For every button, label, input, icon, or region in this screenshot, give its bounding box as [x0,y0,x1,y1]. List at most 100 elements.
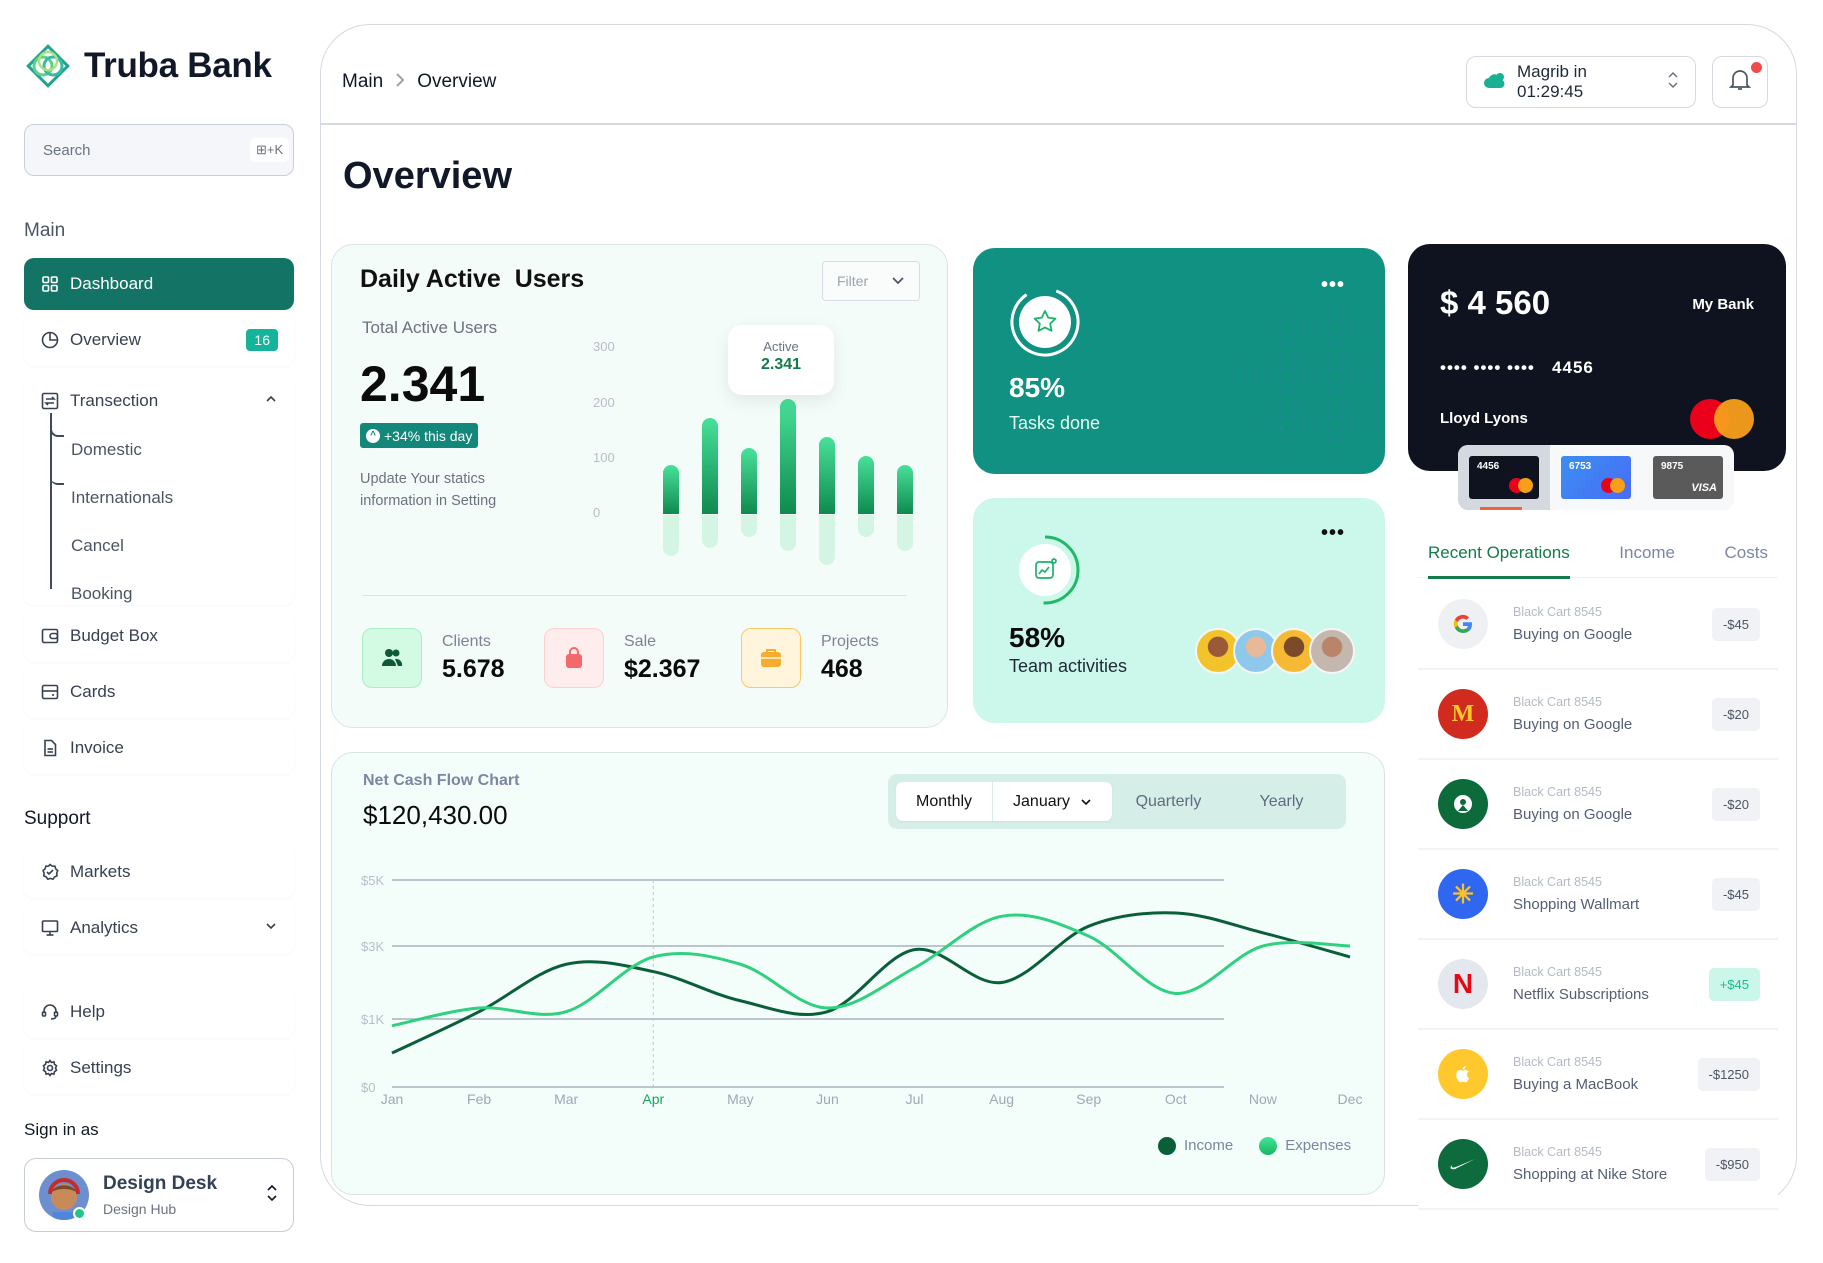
sidebar-subitem-booking[interactable]: Booking [71,584,133,603]
operation-row[interactable]: N Black Cart 8545 Netflix Subscriptions +$4… [1418,940,1778,1030]
chevron-right-icon [395,70,405,93]
filter-dropdown[interactable]: Filter [822,261,920,301]
operation-title: Buying a MacBook [1513,1076,1639,1093]
mini-card-slot[interactable]: 9875 VISA [1642,445,1734,510]
bar[interactable] [897,464,913,514]
y-axis-label: $3K [361,939,384,954]
stat-value: 5.678 [442,654,505,683]
mastercard-icon [1690,399,1754,439]
chevron-updown-icon [1667,71,1679,94]
arrow-up-icon: ^ [366,428,380,443]
stat-label: Sale [624,632,657,650]
team-avatars[interactable] [1195,628,1355,674]
bar[interactable] [741,448,757,514]
month-dropdown[interactable]: January [993,782,1112,821]
sidebar-item-label: Settings [70,1058,132,1077]
bar[interactable] [858,456,874,514]
more-options-icon[interactable]: ••• [1320,274,1345,296]
card-number-masked: •••• •••• •••• [1440,358,1535,377]
stat-clients: Clients 5.678 [362,628,505,688]
profile-name: Design Desk [103,1173,218,1194]
sidebar-subitem-domestic[interactable]: Domestic [71,440,142,459]
operation-row[interactable]: Black Cart 8545 Buying a MacBook -$1250 [1418,1030,1778,1120]
sidebar-item-dashboard[interactable]: Dashboard [24,258,294,310]
sign-in-label: Sign in as [24,1120,99,1139]
netflix-logo-icon: N [1438,959,1488,1009]
x-axis-label: Aug [989,1091,1014,1107]
analytics-icon [1035,558,1057,579]
x-axis-label: Sep [1076,1091,1101,1107]
search-box[interactable]: ⊞+K [24,124,294,176]
chevron-up-icon[interactable] [264,391,278,411]
sidebar-item-analytics[interactable]: Analytics [24,902,294,954]
sidebar-item-transection[interactable]: Transection [24,375,294,427]
breadcrumb-main[interactable]: Main [342,70,384,92]
bar[interactable] [819,437,835,514]
sidebar-item-cards[interactable]: Cards [24,666,294,718]
operation-amount: -$45 [1711,607,1760,641]
mini-card-slot[interactable]: 4456 [1458,445,1550,510]
operation-row[interactable]: Black Cart 8545 Buying on Google -$45 [1418,580,1778,670]
grid-icon [40,274,60,294]
bar[interactable] [780,398,796,514]
tasks-percent: 85% [1009,372,1066,403]
operation-amount: +$45 [1708,967,1760,1001]
account-switcher[interactable]: Design Desk Design Hub [24,1158,294,1232]
sidebar-item-overview[interactable]: Overview 16 [24,314,294,366]
section-support-label: Support [24,808,91,829]
operation-title: Buying on Google [1513,626,1633,643]
bar-shadow [663,515,679,557]
mini-card-slot[interactable]: 6753 [1550,445,1642,510]
sidebar-item-settings[interactable]: Settings [24,1042,294,1094]
sidebar-subitem-internationals[interactable]: Internationals [71,488,174,507]
prayer-time-selector[interactable]: Magrib in 01:29:45 [1466,56,1696,108]
sidebar-subitem-cancel[interactable]: Cancel [71,536,124,555]
tab-costs[interactable]: Costs [1724,542,1768,562]
bar[interactable] [663,464,679,514]
x-axis-label: Jul [906,1091,924,1107]
operation-amount: -$45 [1711,877,1760,911]
period-quarterly-button[interactable]: Quarterly [1135,792,1202,810]
sidebar-item-budget-box[interactable]: Budget Box [24,610,294,662]
operation-row[interactable]: M Black Cart 8545 Buying on Google -$20 [1418,670,1778,760]
chevron-down-icon[interactable] [264,918,278,938]
period-yearly-button[interactable]: Yearly [1259,792,1304,810]
operation-amount: -$950 [1704,1147,1760,1181]
mastercard-icon [1509,478,1533,493]
search-input[interactable] [43,141,242,159]
legend-expenses[interactable]: Expenses [1259,1137,1351,1156]
more-options-icon[interactable]: ••• [1320,522,1345,544]
legend-income[interactable]: Income [1158,1137,1233,1156]
x-axis-label: Feb [467,1091,491,1107]
bank-card[interactable]: $ 4 560 My Bank •••• •••• •••• 4456 Lloy… [1408,244,1786,471]
bar-shadow [858,515,874,537]
tab-recent-operations[interactable]: Recent Operations [1428,528,1570,579]
chevron-down-icon [1080,793,1092,811]
tab-income[interactable]: Income [1619,542,1676,562]
period-monthly-button[interactable]: Monthly [896,782,994,821]
operation-row[interactable]: ✳ Black Cart 8545 Shopping Wallmart -$45 [1418,850,1778,940]
operation-card: Black Cart 8545 [1513,605,1602,619]
x-axis-label: Jan [381,1091,404,1107]
tree-branch [50,437,64,485]
chevron-updown-icon[interactable] [265,1183,279,1208]
operation-row[interactable]: Black Cart 8545 Shopping at Nike Store -$9… [1418,1120,1778,1210]
dau-note: Update Your statics information in Setti… [360,471,497,509]
notifications-button[interactable] [1712,56,1768,108]
avatar [39,1170,89,1220]
monitor-icon [40,918,60,938]
brand-logo[interactable]: Truba Bank [24,42,272,90]
sidebar-item-label: Dashboard [70,274,154,293]
operation-card: Black Cart 8545 [1513,1055,1602,1069]
sidebar-item-invoice[interactable]: Invoice [24,722,294,774]
sidebar-group-transection: Transection Domestic Internationals Canc… [24,375,294,605]
sidebar-item-label: Analytics [70,918,139,937]
sidebar-item-markets[interactable]: Markets [24,846,294,898]
operation-row[interactable]: Black Cart 8545 Buying on Google -$20 [1418,760,1778,850]
bar[interactable] [702,417,718,514]
sidebar-item-help[interactable]: Help [24,986,294,1038]
operation-card: Black Cart 8545 [1513,965,1602,979]
card-balance: $ 4 560 [1440,284,1551,321]
tasks-done-card: ••• 85% Tasks done [973,248,1385,474]
selected-indicator [1480,507,1522,510]
